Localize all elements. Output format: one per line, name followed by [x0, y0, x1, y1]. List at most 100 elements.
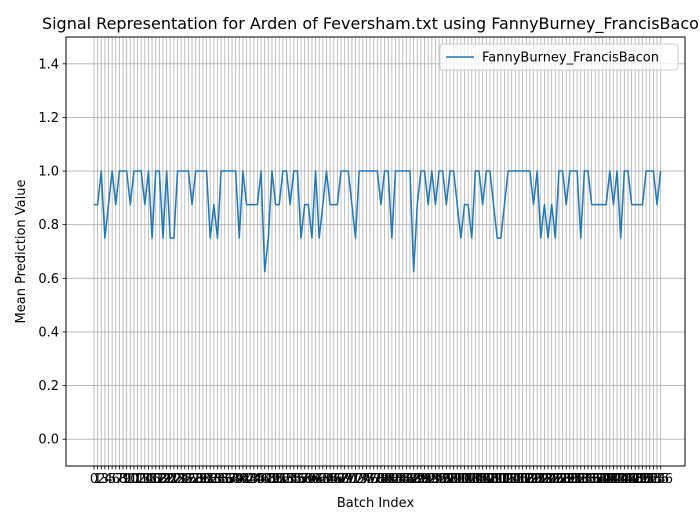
x-tick-label: 99	[445, 472, 462, 487]
x-tick-label: 42	[238, 472, 255, 487]
x-tick-label: 137	[579, 472, 604, 487]
x-tick-label: 35	[213, 472, 230, 487]
x-tick-label: 45	[249, 472, 266, 487]
x-tick-label: 139	[586, 472, 611, 487]
x-tick-label: 12	[129, 472, 146, 487]
x-tick-label: 54	[282, 472, 299, 487]
x-tick-label: 33	[206, 472, 223, 487]
x-tick-label: 13	[133, 472, 150, 487]
x-tick-label: 79	[373, 472, 390, 487]
y-tick-label: 0.0	[38, 433, 59, 448]
x-tick-label: 146	[612, 472, 637, 487]
y-tick-label: 1.2	[38, 111, 59, 126]
x-tick-label: 96	[434, 472, 451, 487]
x-tick-label: 109	[478, 472, 503, 487]
x-tick-label: 86	[398, 472, 415, 487]
x-tick-label: 140	[590, 472, 615, 487]
x-tick-label: 40	[231, 472, 248, 487]
x-tick-label: 145	[608, 472, 633, 487]
x-tick-label: 26	[180, 472, 197, 487]
x-tick-label: 85	[394, 472, 411, 487]
x-tick-label: 62	[311, 472, 328, 487]
x-tick-label: 41	[235, 472, 252, 487]
x-tick-label: 52	[275, 472, 292, 487]
x-tick-label: 123	[528, 472, 553, 487]
x-tick-label: 94	[427, 472, 444, 487]
x-tick-label: 92	[420, 472, 437, 487]
x-tick-label: 23	[169, 472, 186, 487]
x-tick-label: 22	[166, 472, 183, 487]
x-tick-label: 152	[634, 472, 659, 487]
x-tick-label: 115	[499, 472, 524, 487]
x-axis-label: Batch Index	[337, 496, 415, 511]
x-tick-label: 102	[452, 472, 477, 487]
x-tick-label: 72	[347, 472, 364, 487]
x-tick-label: 107	[470, 472, 495, 487]
x-tick-label: 61	[307, 472, 324, 487]
series-layer	[93, 170, 662, 273]
x-tick-label: 87	[402, 472, 419, 487]
x-tick-label: 10	[122, 472, 139, 487]
x-tick-label: 142	[597, 472, 622, 487]
x-tick-label: 82	[384, 472, 401, 487]
x-tick-label: 46	[253, 472, 270, 487]
x-tick-label: 67	[329, 472, 346, 487]
x-tick-label: 88	[405, 472, 422, 487]
x-tick-label: 155	[645, 472, 670, 487]
x-tick-label: 156	[648, 472, 673, 487]
x-tick-label: 64	[318, 472, 335, 487]
x-tick-label: 135	[572, 472, 597, 487]
x-tick-label: 114	[496, 472, 521, 487]
x-tick-label: 49	[264, 472, 281, 487]
x-tick-label: 95	[431, 472, 448, 487]
x-tick-label: 39	[227, 472, 244, 487]
x-tick-label: 75	[358, 472, 375, 487]
x-tick-label: 37	[220, 472, 237, 487]
x-tick-label: 6	[112, 472, 120, 487]
x-tick-label: 57	[293, 472, 310, 487]
x-tick-label: 110	[481, 472, 506, 487]
x-tick-label: 30	[195, 472, 212, 487]
x-tick-label: 0	[90, 472, 98, 487]
x-tick-label: 106	[467, 472, 492, 487]
x-tick-label: 36	[216, 472, 233, 487]
x-tick-label: 53	[278, 472, 295, 487]
y-axis-label: Mean Prediction Value	[14, 180, 29, 324]
x-tick-label: 83	[387, 472, 404, 487]
x-tick-label: 5	[108, 472, 116, 487]
x-tick-label: 21	[162, 472, 179, 487]
x-tick-label: 112	[488, 472, 513, 487]
x-tick-label: 9	[123, 472, 131, 487]
x-tick-label: 34	[209, 472, 226, 487]
x-tick-label: 117	[507, 472, 532, 487]
x-tick-label: 132	[561, 472, 586, 487]
x-tick-label: 113	[492, 472, 517, 487]
chart-title: Signal Representation for Arden of Fever…	[42, 14, 700, 34]
x-tick-label: 125	[536, 472, 561, 487]
x-tick-label: 66	[325, 472, 342, 487]
x-tick-label: 136	[576, 472, 601, 487]
x-tick-label: 69	[336, 472, 353, 487]
y-tick-label: 0.6	[38, 272, 59, 287]
x-tick-label: 25	[177, 472, 194, 487]
x-tick-label: 3	[101, 472, 109, 487]
x-tick-label: 120	[517, 472, 542, 487]
x-tick-label: 128	[547, 472, 572, 487]
x-tick-label: 81	[380, 472, 397, 487]
x-tick-label: 118	[510, 472, 535, 487]
x-tick-label: 133	[565, 472, 590, 487]
x-tick-label: 58	[296, 472, 313, 487]
x-tick-label: 126	[539, 472, 564, 487]
x-tick-label: 138	[583, 472, 608, 487]
x-tick-label: 17	[147, 472, 164, 487]
x-tick-label: 2	[97, 472, 105, 487]
x-tick-label: 15	[140, 472, 157, 487]
x-tick-label: 73	[351, 472, 368, 487]
x-tick-label: 98	[442, 472, 459, 487]
x-tick-label: 48	[260, 472, 277, 487]
x-tick-label: 1	[93, 472, 101, 487]
x-tick-label: 68	[333, 472, 350, 487]
x-tick-label: 131	[557, 472, 582, 487]
x-tick-label: 91	[416, 472, 433, 487]
x-tick-label: 78	[369, 472, 386, 487]
